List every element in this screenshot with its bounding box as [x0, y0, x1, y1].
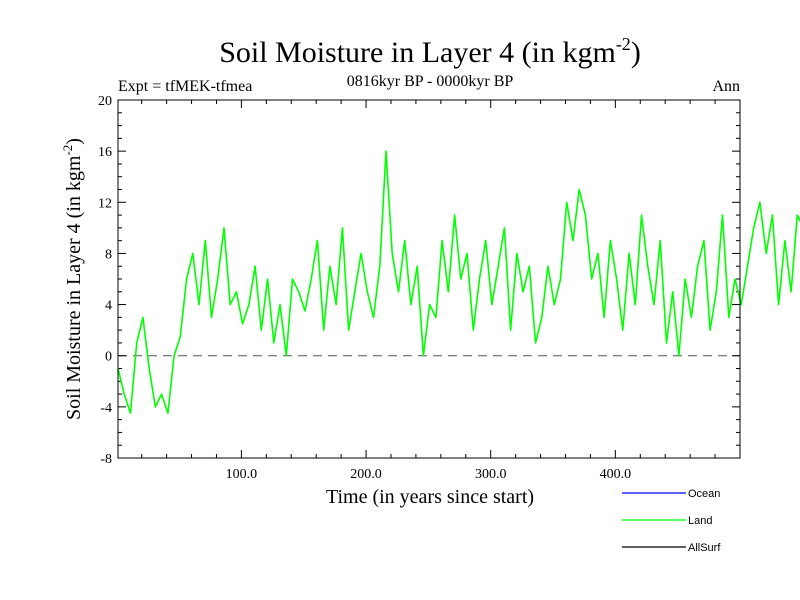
y-axis-label-close: ) — [63, 138, 85, 145]
y-tick-label: 12 — [98, 196, 112, 211]
plot-frame — [117, 99, 741, 459]
x-tick-label: 200.0 — [350, 467, 382, 482]
legend: Ocean Land AllSurf — [622, 488, 721, 554]
chart-title: Soil Moisture in Layer 4 (in kgm-2) — [219, 34, 641, 69]
y-axis-label-sup: -2 — [60, 145, 75, 156]
y-axis-label-main: Soil Moisture in Layer 4 (in kgm — [63, 155, 85, 420]
period-label: Ann — [712, 78, 740, 95]
subtitle: 0816kyr BP - 0000kyr BP — [347, 73, 514, 90]
y-tick-label: 4 — [105, 299, 112, 314]
y-tick-label: 16 — [98, 145, 112, 160]
x-tick-label: 400.0 — [600, 467, 632, 482]
legend-label-allsurf: AllSurf — [688, 542, 721, 554]
y-tick-label: 20 — [98, 94, 112, 109]
chart-title-sup: -2 — [616, 34, 631, 54]
series-line-land — [117, 150, 800, 415]
y-axis-label: Soil Moisture in Layer 4 (in kgm-2) — [60, 138, 85, 420]
legend-label-ocean: Ocean — [688, 488, 720, 500]
y-tick-label: 0 — [105, 350, 112, 365]
x-tick-label: 300.0 — [475, 467, 507, 482]
x-axis-label: Time (in years since start) — [326, 486, 534, 508]
expt-label: Expt = tfMEK-tfmea — [118, 78, 252, 95]
legend-label-land: Land — [688, 515, 712, 527]
y-tick-label: 8 — [105, 247, 112, 262]
chart-title-main: Soil Moisture in Layer 4 (in kgm — [219, 36, 616, 69]
y-tick-label: -4 — [100, 401, 112, 416]
chart-title-close: ) — [631, 36, 641, 69]
y-tick-label: -8 — [100, 452, 112, 467]
y-axis-label-group: Soil Moisture in Layer 4 (in kgm-2) — [60, 138, 85, 420]
plot-area: -8 -4 0 4 8 12 16 20 100.0 200.0 300.0 400.0 — [98, 94, 800, 482]
x-tick-label: 100.0 — [226, 467, 258, 482]
